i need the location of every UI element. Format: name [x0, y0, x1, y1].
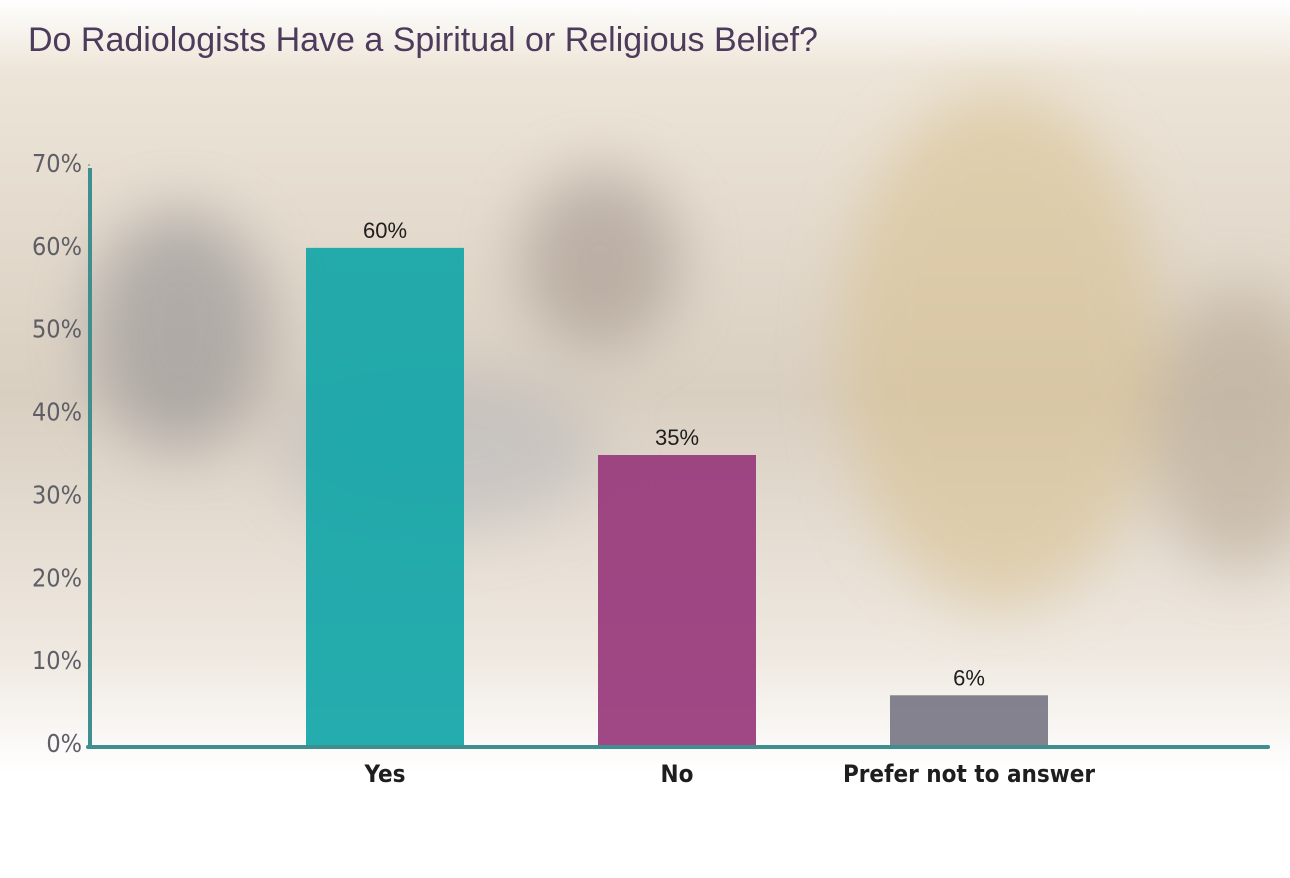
x-tick-label: Prefer not to answer	[843, 760, 1095, 788]
y-tick-label: 20%	[32, 563, 82, 592]
y-tick-label: 70%	[32, 149, 82, 178]
y-tick-label: 0%	[46, 729, 82, 758]
bar	[306, 247, 464, 745]
x-tick-label: No	[661, 760, 694, 788]
y-tick-label: 30%	[32, 480, 82, 509]
x-tick-label: Yes	[364, 760, 406, 788]
value-label: 35%	[655, 425, 699, 450]
bar	[890, 695, 1048, 745]
y-tick-label: 10%	[32, 646, 82, 675]
y-tick-label: 60%	[32, 232, 82, 261]
value-label: 60%	[363, 218, 407, 243]
bar	[598, 455, 756, 745]
chart-title: Do Radiologists Have a Spiritual or Reli…	[28, 21, 818, 59]
y-tick-label: 50%	[32, 315, 82, 344]
value-label: 6%	[953, 665, 985, 690]
y-tick-label: 40%	[32, 398, 82, 427]
